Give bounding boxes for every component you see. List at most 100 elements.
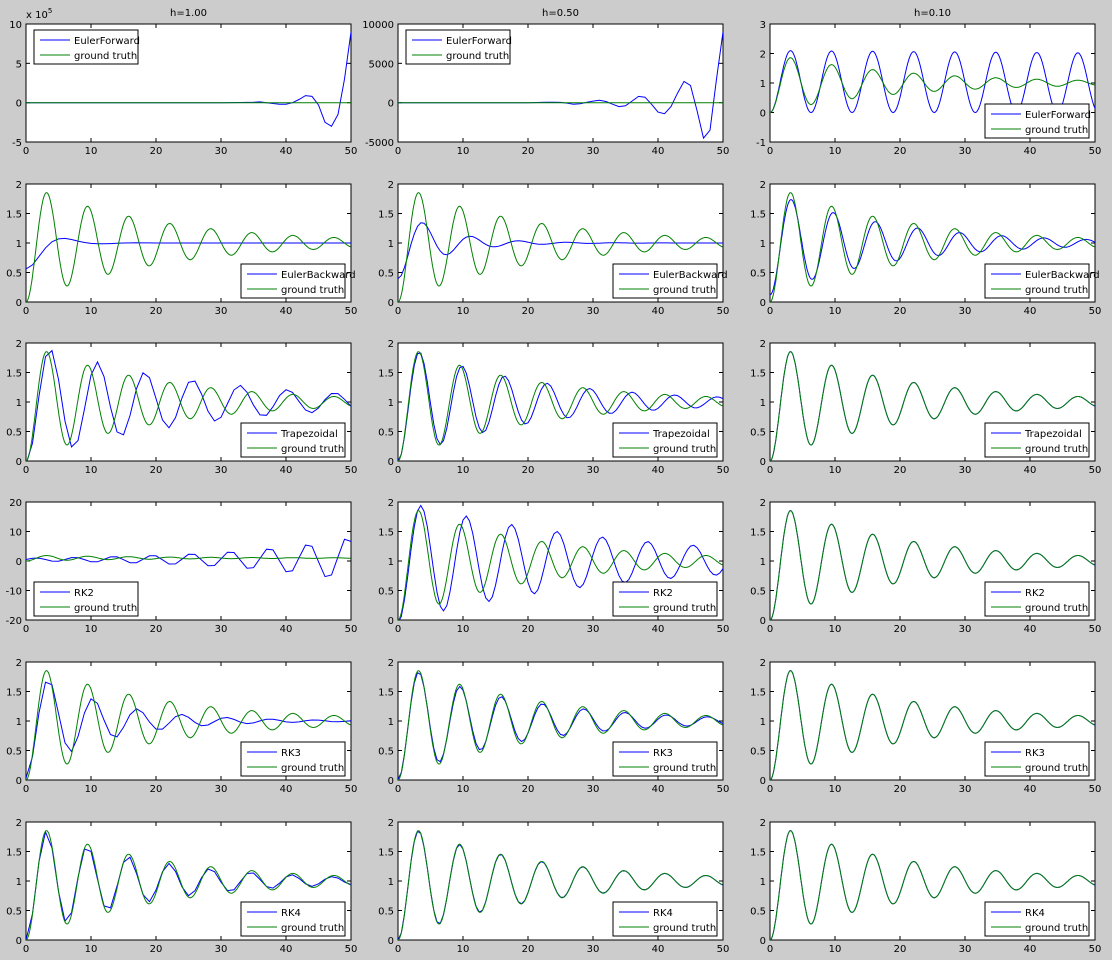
series-line-eulerbackward xyxy=(770,199,1095,296)
legend-label: ground truth xyxy=(281,923,344,934)
legend-box xyxy=(984,741,1090,777)
legend-box xyxy=(33,581,139,617)
x-tick-label: 10 xyxy=(85,784,98,795)
x-tick-label: 20 xyxy=(894,944,907,955)
x-tick-label: 0 xyxy=(767,784,773,795)
y-tick-label: 10 xyxy=(9,20,22,31)
x-tick-label: 10 xyxy=(85,944,98,955)
y-tick-label: 2 xyxy=(388,339,394,350)
y-tick-label: 1.5 xyxy=(750,369,766,380)
legend: EulerForward ground truth xyxy=(33,29,140,65)
x-tick-label: 50 xyxy=(1089,944,1102,955)
legend-label: RK4 xyxy=(281,908,301,919)
y-tick-label: -1 xyxy=(756,138,766,149)
legend: RK3 ground truth xyxy=(240,741,346,777)
y-tick-label: 2 xyxy=(16,658,22,669)
x-tick-label: 40 xyxy=(652,146,665,157)
legend-box xyxy=(240,422,346,458)
x-tick-label: 50 xyxy=(717,624,730,635)
y-tick-label: 0.5 xyxy=(750,269,766,280)
legend-label: Trapezoidal xyxy=(1024,429,1082,440)
y-tick-label: 0 xyxy=(16,298,22,309)
x-tick-label: 40 xyxy=(1024,146,1037,157)
subplot-r4c0: 0 10 20 30 40 50 0 0.5 1 1.5 2 RK3 ground truth xyxy=(6,658,357,795)
series-line-ground-truth xyxy=(398,830,723,940)
legend-label: ground truth xyxy=(1025,285,1088,296)
x-tick-label: 0 xyxy=(767,146,773,157)
y-tick-label: 0 xyxy=(16,557,22,568)
y-tick-label: 0.5 xyxy=(750,747,766,758)
y-tick-label: 0 xyxy=(388,936,394,947)
x-tick-label: 50 xyxy=(1089,146,1102,157)
subplot-r0c2: h=0.100 10 20 30 40 50-10123EulerForwardgroun… xyxy=(756,8,1101,157)
series-line-rk3 xyxy=(398,671,723,780)
y-tick-label: 2 xyxy=(388,818,394,829)
x-tick-label: 40 xyxy=(1024,944,1037,955)
legend-label: ground truth xyxy=(653,285,716,296)
series-line-ground-truth xyxy=(770,670,1095,780)
y-tick-label: 0 xyxy=(16,99,22,110)
legend-box xyxy=(240,741,346,777)
x-tick-label: 30 xyxy=(587,944,600,955)
y-tick-label: 0.5 xyxy=(378,428,394,439)
legend-label: ground truth xyxy=(281,285,344,296)
x-tick-label: 0 xyxy=(395,306,401,317)
x-tick-label: 10 xyxy=(829,306,842,317)
y-tick-label: 0 xyxy=(388,298,394,309)
x-tick-label: 10 xyxy=(829,465,842,476)
y-tick-label: 5000 xyxy=(369,59,394,70)
y-tick-label: 1.5 xyxy=(750,210,766,221)
legend: RK3 ground truth xyxy=(984,741,1090,777)
legend: EulerForward ground truth xyxy=(405,29,512,65)
legend: RK3 ground truth xyxy=(612,741,718,777)
x-tick-label: 10 xyxy=(85,465,98,476)
subplot-r2c1: 0 10 20 30 40 50 0 0.5 1 1.5 2 Trapezoidal ground tr… xyxy=(378,339,729,476)
x-tick-label: 20 xyxy=(894,306,907,317)
y-tick-label: 2 xyxy=(760,50,766,61)
y-tick-label: 1.5 xyxy=(6,688,22,699)
legend-box xyxy=(405,29,511,65)
series-line-ground-truth xyxy=(26,192,351,302)
x-tick-label: 50 xyxy=(717,944,730,955)
x-tick-label: 40 xyxy=(1024,784,1037,795)
x-tick-label: 40 xyxy=(280,784,293,795)
y-tick-label: 0 xyxy=(388,457,394,468)
x-tick-label: 40 xyxy=(1024,624,1037,635)
x-tick-label: 30 xyxy=(587,146,600,157)
x-tick-label: 30 xyxy=(959,465,972,476)
x-tick-label: 50 xyxy=(1089,624,1102,635)
legend-label: ground truth xyxy=(281,763,344,774)
x-tick-label: 0 xyxy=(23,465,29,476)
y-tick-label: 1 xyxy=(16,398,22,409)
y-tick-label: 1 xyxy=(760,877,766,888)
subplot-r1c0: 0 10 20 30 40 50 0 0.5 1 1.5 2 EulerBackward ground … xyxy=(6,180,357,317)
x-tick-label: 20 xyxy=(150,306,163,317)
y-tick-label: -10 xyxy=(6,587,22,598)
legend-box xyxy=(240,263,346,299)
x-tick-label: 0 xyxy=(23,784,29,795)
legend-label: ground truth xyxy=(1025,603,1088,614)
x-tick-label: 30 xyxy=(959,146,972,157)
subplot-r3c0: 0 10 20 30 40 50 -20 -10 0 10 20 RK2 ground truth xyxy=(6,498,358,635)
x-tick-label: 20 xyxy=(150,784,163,795)
y-tick-label: 0.5 xyxy=(750,907,766,918)
legend-label: ground truth xyxy=(1025,923,1088,934)
x-tick-label: 50 xyxy=(717,784,730,795)
legend-label: EulerBackward xyxy=(1025,270,1100,281)
x-tick-label: 20 xyxy=(522,306,535,317)
x-tick-label: 10 xyxy=(457,306,470,317)
x-tick-label: 40 xyxy=(652,306,665,317)
x-tick-label: 10 xyxy=(457,624,470,635)
subplot-r3c1: 0 10 20 30 40 50 0 0.5 1 1.5 2 RK2 ground truth xyxy=(378,498,729,635)
legend-box xyxy=(984,103,1090,139)
legend: Trapezoidal ground truth xyxy=(240,422,346,458)
y-tick-label: 1.5 xyxy=(378,848,394,859)
y-tick-label: 1 xyxy=(388,717,394,728)
x-tick-label: 10 xyxy=(457,465,470,476)
x-tick-label: 0 xyxy=(23,146,29,157)
legend-box xyxy=(984,422,1090,458)
series-line-eulerbackward xyxy=(26,237,351,270)
y-tick-label: 0.5 xyxy=(750,428,766,439)
x-tick-label: 50 xyxy=(717,306,730,317)
